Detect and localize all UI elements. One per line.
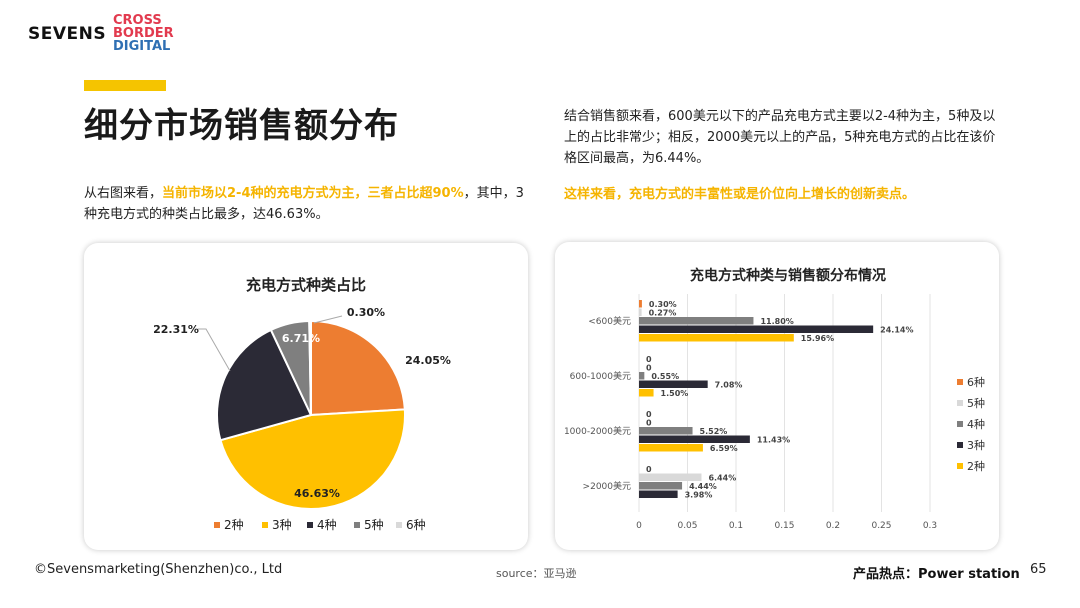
bar-4种-3 bbox=[639, 482, 683, 490]
bar-value-label: 4.44% bbox=[689, 482, 717, 491]
pie-chart-card: 充电方式种类占比 24.05% 46.63% 22.31% 6.71% 0.30% 2种… bbox=[84, 243, 528, 550]
sevens-logo: SEVENS bbox=[28, 24, 107, 44]
bar-legend-swatch-6种 bbox=[957, 379, 963, 385]
bar-chart-title: 充电方式种类与销售额分布情况 bbox=[690, 267, 886, 284]
bar-value-label: 24.14% bbox=[880, 326, 913, 335]
cross-border-digital-logo: CROSS BORDER DIGITAL bbox=[113, 14, 174, 53]
bar-4种-1 bbox=[639, 372, 645, 380]
bar-legend-label-4种: 4种 bbox=[967, 417, 985, 431]
pie-legend-label-3: 3种 bbox=[272, 518, 292, 532]
pie-legend-label-6: 6种 bbox=[406, 518, 426, 532]
bar-3种-2 bbox=[639, 435, 750, 443]
bar-value-label: 0 bbox=[646, 410, 652, 419]
pie-label-2: 24.05% bbox=[405, 354, 451, 367]
bar-value-label: 6.59% bbox=[710, 444, 738, 453]
bar-legend-label-6种: 6种 bbox=[967, 375, 985, 389]
pie-label-3: 46.63% bbox=[294, 487, 340, 500]
bar-category-label: 600-1000美元 bbox=[570, 370, 631, 382]
pie-slice-6 bbox=[308, 319, 312, 416]
bar-legend-label-5种: 5种 bbox=[967, 396, 985, 410]
logo-line-digital: DIGITAL bbox=[113, 39, 171, 54]
bar-x-tick-label: 0.25 bbox=[871, 521, 891, 531]
left-text-highlight: 当前市场以2-4种的充电方式为主，三者占比超90% bbox=[162, 186, 464, 201]
pie-leader-line-6 bbox=[313, 315, 343, 324]
pie-legend-label-2: 2种 bbox=[224, 518, 244, 532]
left-text-b: ，其中，3种充电方式的种类占比最多，达46.63%。 bbox=[84, 186, 524, 222]
footer-hot-product: 产品热点：Power station bbox=[853, 567, 1020, 582]
bar-value-label: 0 bbox=[646, 419, 652, 428]
bar-value-label: 0.55% bbox=[651, 372, 679, 381]
bar-5种-0 bbox=[639, 308, 642, 316]
pie-slice-4 bbox=[216, 328, 313, 442]
bar-legend-swatch-5种 bbox=[957, 400, 963, 406]
bar-2种-0 bbox=[639, 334, 794, 342]
pie-legend-swatch-3 bbox=[262, 522, 268, 528]
logo-line-cross: CROSS bbox=[113, 13, 162, 28]
page-number: 65 bbox=[1030, 562, 1047, 577]
bar-value-label: 6.44% bbox=[708, 474, 736, 483]
bar-chart-card: 充电方式种类与销售额分布情况 0.30% 0.27% 11.80% 24.14% 15.… bbox=[555, 242, 999, 550]
footer-copyright: ©Sevensmarketing(Shenzhen)co., Ltd bbox=[34, 562, 283, 577]
bar-value-label: 11.80% bbox=[760, 317, 793, 326]
bar-x-tick-label: 0.3 bbox=[923, 521, 937, 531]
bar-2种-2 bbox=[639, 444, 703, 452]
bar-category-label: >2000美元 bbox=[583, 480, 631, 492]
pie-legend-swatch-2 bbox=[214, 522, 220, 528]
pie-slice-3 bbox=[219, 408, 406, 510]
right-description: 结合销售额来看，600美元以下的产品充电方式主要以2-4种为主，5种及以上的占比… bbox=[564, 109, 996, 166]
bar-legend-swatch-2种 bbox=[957, 463, 963, 469]
right-highlight: 这样来看，充电方式的丰富性或是价位向上增长的创新卖点。 bbox=[564, 187, 916, 202]
bar-value-label: 15.96% bbox=[801, 334, 834, 343]
bar-value-label: 7.08% bbox=[715, 381, 743, 390]
bar-x-tick-label: 0.1 bbox=[729, 521, 743, 531]
bar-3种-3 bbox=[639, 490, 678, 498]
pie-label-4: 22.31% bbox=[153, 323, 199, 336]
bar-value-label: 1.50% bbox=[661, 389, 689, 398]
bar-category-label: <600美元 bbox=[588, 315, 631, 327]
logo-line-border: BORDER bbox=[113, 26, 174, 41]
bar-3种-1 bbox=[639, 380, 708, 388]
pie-label-6: 0.30% bbox=[347, 306, 385, 319]
pie-leader-line-4 bbox=[198, 328, 231, 372]
bar-legend-label-2种: 2种 bbox=[967, 459, 985, 473]
pie-legend-swatch-5 bbox=[354, 522, 360, 528]
bar-x-tick-label: 0 bbox=[636, 521, 642, 531]
bar-legend-swatch-4种 bbox=[957, 421, 963, 427]
left-text-a: 从右图来看， bbox=[84, 186, 163, 201]
footer-source: source：亚马逊 bbox=[496, 567, 577, 580]
bar-legend-label-3种: 3种 bbox=[967, 438, 985, 452]
bar-value-label: 0 bbox=[646, 465, 652, 474]
bar-2种-1 bbox=[639, 389, 654, 397]
bar-x-tick-label: 0.2 bbox=[826, 521, 840, 531]
left-description: 从右图来看，当前市场以2-4种的充电方式为主，三者占比超90%，其中，3种充电方… bbox=[84, 183, 524, 225]
bar-4种-2 bbox=[639, 427, 693, 435]
bar-value-label: 11.43% bbox=[757, 436, 790, 445]
pie-chart: 充电方式种类占比 24.05% 46.63% 22.31% 6.71% 0.30% 2种… bbox=[153, 276, 451, 532]
pie-legend-label-4: 4种 bbox=[317, 518, 337, 532]
bar-value-label: 0.30% bbox=[649, 300, 677, 309]
bar-legend-swatch-3种 bbox=[957, 442, 963, 448]
page-title: 细分市场销售额分布 bbox=[84, 106, 399, 146]
bar-3种-0 bbox=[639, 325, 874, 333]
bar-value-label: 0 bbox=[646, 364, 652, 373]
bar-value-label: 0.27% bbox=[649, 309, 677, 318]
bar-x-tick-label: 0.15 bbox=[774, 521, 794, 531]
bar-value-label: 5.52% bbox=[700, 427, 728, 436]
bar-chart: 充电方式种类与销售额分布情况 0.30%0.27% 11.80% 24.14% 15.… bbox=[564, 267, 985, 531]
bar-4种-0 bbox=[639, 317, 754, 325]
bar-value-label: 0 bbox=[646, 355, 652, 364]
bar-category-label: 1000-2000美元 bbox=[564, 425, 631, 437]
bar-6种-0 bbox=[639, 300, 642, 308]
title-accent-bar bbox=[84, 80, 166, 91]
pie-legend-swatch-4 bbox=[307, 522, 313, 528]
bar-5种-3 bbox=[639, 473, 702, 481]
bar-value-label: 3.98% bbox=[685, 491, 713, 500]
pie-legend-swatch-6 bbox=[396, 522, 402, 528]
pie-slice-2 bbox=[310, 319, 406, 417]
pie-label-5: 6.71% bbox=[282, 332, 320, 345]
pie-chart-title: 充电方式种类占比 bbox=[246, 276, 366, 294]
pie-legend-label-5: 5种 bbox=[364, 518, 384, 532]
bar-x-tick-label: 0.05 bbox=[677, 521, 697, 531]
